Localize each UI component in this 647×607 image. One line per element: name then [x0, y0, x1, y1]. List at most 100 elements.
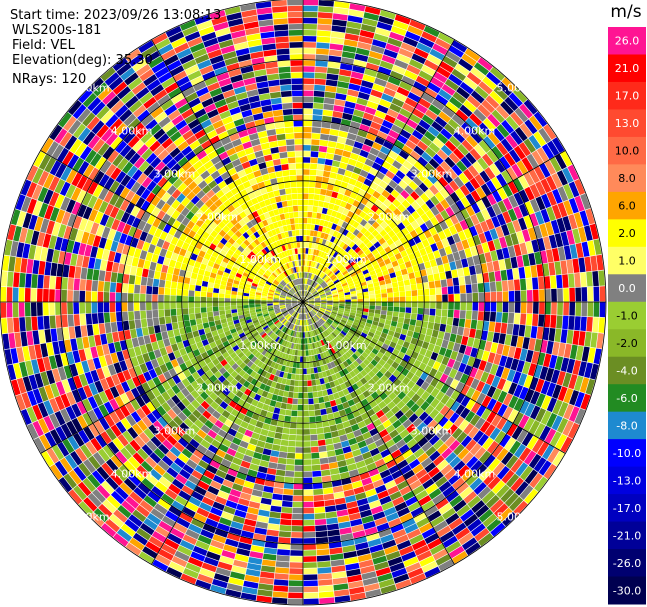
- radar-gate: [139, 344, 148, 355]
- radar-gate: [303, 90, 314, 97]
- radar-gate: [70, 253, 78, 266]
- radar-gate: [402, 385, 411, 395]
- radar-gate: [345, 231, 353, 239]
- radar-gate: [159, 347, 168, 357]
- radar-gate: [261, 303, 267, 307]
- radar-gate: [132, 423, 143, 436]
- radar-gate: [71, 172, 83, 187]
- radar-gate: [394, 14, 411, 25]
- radar-gate: [319, 378, 325, 385]
- radar-gate: [218, 332, 226, 339]
- radar-gate: [438, 176, 449, 188]
- radar-gate: [308, 193, 315, 200]
- radar-gate: [501, 280, 509, 292]
- radar-gate: [339, 355, 346, 363]
- radar-gate: [303, 157, 311, 163]
- radar-gate: [328, 535, 341, 543]
- radar-gate: [288, 316, 293, 322]
- radar-gate: [188, 296, 195, 302]
- radar-gate: [418, 362, 427, 372]
- radar-gate: [375, 293, 382, 299]
- radar-gate: [327, 529, 340, 537]
- radar-gate: [519, 123, 533, 138]
- radar-gate: [430, 206, 440, 216]
- radar-gate: [372, 83, 385, 93]
- radar-gate: [393, 378, 402, 387]
- radar-gate: [76, 337, 84, 350]
- radar-gate: [367, 153, 377, 162]
- radar-gate: [213, 311, 220, 317]
- radar-gate: [314, 299, 321, 301]
- radar-gate: [214, 495, 227, 506]
- radar-gate: [146, 302, 152, 311]
- radar-gate: [354, 256, 362, 263]
- radar-gate: [422, 178, 433, 189]
- radar-gate: [1, 318, 8, 334]
- radar-gate: [115, 421, 127, 434]
- radar-gate: [435, 338, 443, 347]
- radar-gate: [489, 66, 505, 81]
- radar-gate: [548, 354, 558, 369]
- radar-gate: [443, 262, 451, 272]
- radar-gate: [568, 214, 578, 230]
- radar-gate: [162, 412, 173, 424]
- radar-gate: [269, 339, 275, 346]
- radar-gate: [347, 158, 357, 167]
- radar-gate: [359, 320, 366, 326]
- radar-gate: [331, 258, 337, 265]
- radar-gate: [305, 278, 308, 285]
- radar-gate: [476, 405, 487, 417]
- radar-gate: [444, 217, 454, 228]
- radar-gate: [291, 349, 296, 356]
- radar-gate: [340, 330, 347, 336]
- radar-gate: [289, 310, 295, 315]
- radar-gate: [173, 245, 182, 255]
- radar-gate: [76, 254, 84, 267]
- radar-gate: [415, 320, 423, 327]
- radar-gate: [161, 264, 169, 274]
- radar-gate: [291, 303, 298, 305]
- radar-gate: [427, 274, 435, 282]
- radar-gate: [429, 450, 441, 462]
- radar-gate: [133, 302, 140, 311]
- radar-gate: [470, 523, 486, 537]
- radar-gate: [505, 455, 519, 469]
- radar-gate: [224, 293, 231, 299]
- radar-gate: [347, 463, 358, 472]
- radar-gate: [201, 364, 210, 373]
- radar-gate: [528, 338, 536, 351]
- radar-gate: [578, 257, 586, 273]
- radar-gate: [74, 325, 82, 338]
- radar-gate: [234, 553, 249, 563]
- radar-gate: [345, 296, 351, 300]
- radar-gate: [268, 291, 275, 295]
- radar-gate: [158, 309, 165, 318]
- radar-gate: [539, 366, 549, 380]
- radar-gate: [78, 349, 87, 362]
- radar-gate: [392, 286, 399, 293]
- radar-gate: [171, 281, 178, 289]
- radar-gate: [288, 434, 297, 441]
- radar-gate: [230, 294, 237, 299]
- radar-gate: [60, 352, 69, 367]
- radar-gate: [452, 360, 461, 371]
- radar-gate: [250, 312, 257, 316]
- radar-gate: [423, 25, 440, 38]
- radar-gate: [61, 211, 71, 226]
- radar-gate: [343, 144, 354, 153]
- radar-gate: [96, 466, 110, 481]
- radar-gate: [84, 347, 93, 360]
- radar-gate: [266, 379, 273, 387]
- radar-gate: [168, 419, 179, 431]
- radar-gate: [107, 441, 120, 455]
- radar-gate: [374, 199, 383, 208]
- radar-gate: [389, 103, 402, 113]
- radar-gate: [330, 430, 339, 438]
- radar-gate: [303, 392, 309, 399]
- radar-gate: [394, 239, 403, 248]
- radar-gate: [473, 108, 487, 122]
- radar-gate: [429, 368, 438, 378]
- radar-gate: [280, 519, 292, 526]
- radar-gate: [430, 295, 436, 302]
- radar-gate: [286, 294, 292, 298]
